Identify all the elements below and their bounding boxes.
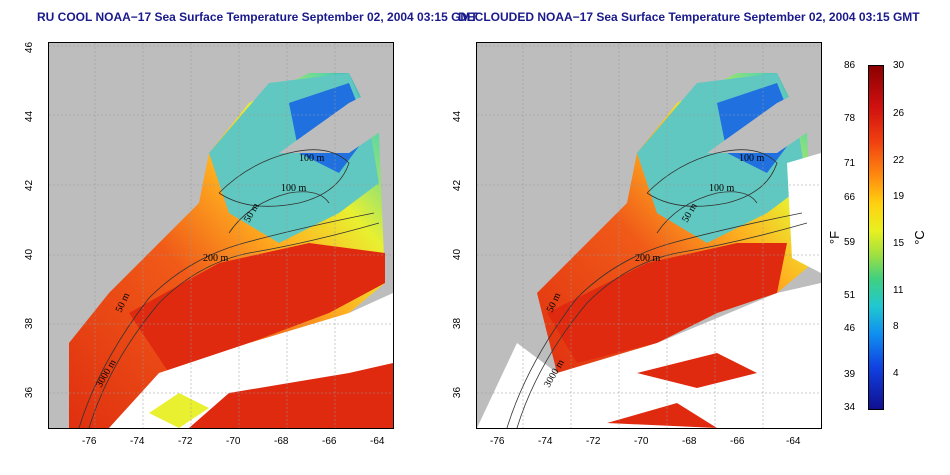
- x-tick-label: -70: [226, 436, 241, 447]
- celsius-tick: 19: [893, 191, 905, 202]
- y-tick-label: 40: [452, 248, 464, 261]
- y-tick-label: 38: [452, 317, 464, 330]
- fahrenheit-tick: 34: [844, 402, 856, 413]
- celsius-tick: 8: [893, 321, 899, 332]
- contour-label: 200 m: [203, 253, 229, 264]
- celsius-tick: 22: [893, 155, 905, 166]
- temperature-colorbar: [868, 65, 884, 410]
- celsius-tick: 26: [893, 108, 905, 119]
- contour-label: 100 m: [739, 153, 765, 164]
- fahrenheit-tick: 71: [844, 158, 856, 169]
- x-tick-label: -64: [370, 436, 385, 447]
- y-tick-label: 42: [24, 179, 36, 192]
- sst-map-declouded-graphic: 100 m 100 m 50 m 200 m 50 m 3000 m: [477, 43, 821, 428]
- celsius-tick: 4: [893, 368, 899, 379]
- fahrenheit-tick: 66: [844, 192, 856, 203]
- fahrenheit-tick: 78: [844, 113, 856, 124]
- fahrenheit-unit-label: °F: [827, 230, 843, 245]
- y-tick-label: 36: [24, 386, 36, 399]
- contour-label: 200 m: [635, 253, 661, 264]
- contour-label: 100 m: [299, 153, 325, 164]
- x-tick-label: -76: [82, 436, 97, 447]
- y-tick-label: 46: [24, 41, 36, 54]
- x-tick-label: -68: [682, 436, 697, 447]
- y-tick-label: 42: [452, 179, 464, 192]
- x-tick-label: -70: [634, 436, 649, 447]
- x-tick-label: -64: [786, 436, 801, 447]
- x-tick-label: -74: [130, 436, 145, 447]
- sst-map-raw: 100 m 100 m 50 m 200 m 50 m 3000 m: [48, 42, 394, 429]
- fahrenheit-tick: 46: [844, 323, 856, 334]
- celsius-tick: 11: [893, 285, 904, 296]
- map-title-right: DECLOUDED NOAA−17 Sea Surface Temperatur…: [458, 10, 920, 24]
- fahrenheit-tick: 59: [844, 237, 856, 248]
- celsius-tick: 30: [893, 60, 905, 71]
- x-tick-label: -68: [274, 436, 289, 447]
- x-tick-label: -66: [730, 436, 745, 447]
- y-tick-label: 40: [24, 248, 36, 261]
- celsius-tick: 15: [893, 238, 905, 249]
- x-tick-label: -72: [586, 436, 601, 447]
- contour-label: 100 m: [281, 183, 307, 194]
- map-title-left: RU COOL NOAA−17 Sea Surface Temperature …: [37, 10, 478, 24]
- x-tick-label: -72: [178, 436, 193, 447]
- y-tick-label: 44: [452, 110, 464, 123]
- x-tick-label: -74: [538, 436, 553, 447]
- sst-map-raw-graphic: 100 m 100 m 50 m 200 m 50 m 3000 m: [49, 43, 393, 428]
- fahrenheit-tick: 51: [844, 290, 856, 301]
- sst-map-declouded: 100 m 100 m 50 m 200 m 50 m 3000 m: [476, 42, 822, 429]
- contour-label: 100 m: [709, 183, 735, 194]
- y-tick-label: 36: [452, 386, 464, 399]
- x-tick-label: -76: [490, 436, 505, 447]
- y-tick-label: 38: [24, 317, 36, 330]
- celsius-unit-label: °C: [911, 230, 927, 245]
- fahrenheit-tick: 39: [844, 369, 856, 380]
- x-tick-label: -66: [322, 436, 337, 447]
- fahrenheit-tick: 86: [844, 60, 856, 71]
- y-tick-label: 44: [24, 110, 36, 123]
